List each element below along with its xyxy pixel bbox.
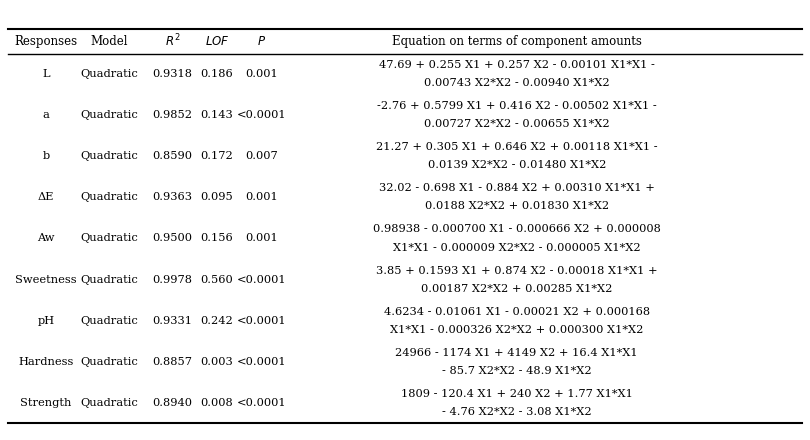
Text: ΔE: ΔE	[38, 192, 54, 202]
Text: X1*X1 - 0.000326 X2*X2 + 0.000300 X1*X2: X1*X1 - 0.000326 X2*X2 + 0.000300 X1*X2	[390, 325, 643, 335]
Text: <0.0001: <0.0001	[237, 275, 287, 285]
Text: 3.85 + 0.1593 X1 + 0.874 X2 - 0.00018 X1*X1 +: 3.85 + 0.1593 X1 + 0.874 X2 - 0.00018 X1…	[376, 265, 658, 275]
Text: <0.0001: <0.0001	[237, 315, 287, 326]
Text: 0.095: 0.095	[201, 192, 233, 202]
Text: Quadratic: Quadratic	[80, 234, 139, 243]
Text: 0.00187 X2*X2 + 0.00285 X1*X2: 0.00187 X2*X2 + 0.00285 X1*X2	[421, 284, 612, 293]
Text: 0.001: 0.001	[245, 234, 278, 243]
Text: 0.007: 0.007	[245, 151, 278, 161]
Text: <0.0001: <0.0001	[237, 357, 287, 367]
Text: 32.02 - 0.698 X1 - 0.884 X2 + 0.00310 X1*X1 +: 32.02 - 0.698 X1 - 0.884 X2 + 0.00310 X1…	[379, 183, 654, 193]
Text: 0.8940: 0.8940	[152, 398, 193, 408]
Text: b: b	[43, 151, 49, 161]
Text: 0.003: 0.003	[201, 357, 233, 367]
Text: <0.0001: <0.0001	[237, 110, 287, 120]
Text: 21.27 + 0.305 X1 + 0.646 X2 + 0.00118 X1*X1 -: 21.27 + 0.305 X1 + 0.646 X2 + 0.00118 X1…	[376, 142, 658, 152]
Text: 0.8857: 0.8857	[152, 357, 193, 367]
Text: 0.9978: 0.9978	[152, 275, 193, 285]
Text: Equation on terms of component amounts: Equation on terms of component amounts	[392, 35, 642, 48]
Text: 0.0188 X2*X2 + 0.01830 X1*X2: 0.0188 X2*X2 + 0.01830 X1*X2	[424, 202, 609, 212]
Text: 0.186: 0.186	[201, 69, 233, 79]
Text: Responses: Responses	[15, 35, 78, 48]
Text: pH: pH	[37, 315, 55, 326]
Text: 0.9318: 0.9318	[152, 69, 193, 79]
Text: 0.9331: 0.9331	[152, 315, 193, 326]
Text: Quadratic: Quadratic	[80, 192, 139, 202]
Text: Quadratic: Quadratic	[80, 151, 139, 161]
Text: -2.76 + 0.5799 X1 + 0.416 X2 - 0.00502 X1*X1 -: -2.76 + 0.5799 X1 + 0.416 X2 - 0.00502 X…	[377, 101, 657, 111]
Text: Quadratic: Quadratic	[80, 315, 139, 326]
Text: <0.0001: <0.0001	[237, 398, 287, 408]
Text: 0.8590: 0.8590	[152, 151, 193, 161]
Text: 0.9500: 0.9500	[152, 234, 193, 243]
Text: 0.9852: 0.9852	[152, 110, 193, 120]
Text: 0.560: 0.560	[201, 275, 233, 285]
Text: 0.156: 0.156	[201, 234, 233, 243]
Text: 0.98938 - 0.000700 X1 - 0.000666 X2 + 0.000008: 0.98938 - 0.000700 X1 - 0.000666 X2 + 0.…	[373, 224, 661, 235]
Text: 0.242: 0.242	[201, 315, 233, 326]
Text: X1*X1 - 0.000009 X2*X2 - 0.000005 X1*X2: X1*X1 - 0.000009 X2*X2 - 0.000005 X1*X2	[393, 242, 641, 253]
Text: $R^2$: $R^2$	[164, 33, 181, 49]
Text: Strength: Strength	[20, 398, 72, 408]
Text: 4.6234 - 0.01061 X1 - 0.00021 X2 + 0.000168: 4.6234 - 0.01061 X1 - 0.00021 X2 + 0.000…	[384, 307, 650, 316]
Text: Aw: Aw	[37, 234, 55, 243]
Text: a: a	[43, 110, 49, 120]
Text: 24966 - 1174 X1 + 4149 X2 + 16.4 X1*X1: 24966 - 1174 X1 + 4149 X2 + 16.4 X1*X1	[395, 348, 638, 358]
Text: Quadratic: Quadratic	[80, 275, 139, 285]
Text: 0.001: 0.001	[245, 192, 278, 202]
Text: Model: Model	[91, 35, 128, 48]
Text: 0.00727 X2*X2 - 0.00655 X1*X2: 0.00727 X2*X2 - 0.00655 X1*X2	[424, 119, 610, 129]
Text: Quadratic: Quadratic	[80, 357, 139, 367]
Text: $LOF$: $LOF$	[205, 35, 229, 48]
Text: 0.001: 0.001	[245, 69, 278, 79]
Text: 0.00743 X2*X2 - 0.00940 X1*X2: 0.00743 X2*X2 - 0.00940 X1*X2	[424, 78, 610, 88]
Text: 0.9363: 0.9363	[152, 192, 193, 202]
Text: L: L	[42, 69, 50, 79]
Text: Quadratic: Quadratic	[80, 398, 139, 408]
Text: Sweetness: Sweetness	[15, 275, 77, 285]
Text: $P$: $P$	[257, 35, 266, 48]
Text: 0.143: 0.143	[201, 110, 233, 120]
Text: Hardness: Hardness	[19, 357, 74, 367]
Text: Quadratic: Quadratic	[80, 110, 139, 120]
Text: 0.172: 0.172	[201, 151, 233, 161]
Text: 0.0139 X2*X2 - 0.01480 X1*X2: 0.0139 X2*X2 - 0.01480 X1*X2	[428, 161, 606, 170]
Text: 0.008: 0.008	[201, 398, 233, 408]
Text: 47.69 + 0.255 X1 + 0.257 X2 - 0.00101 X1*X1 -: 47.69 + 0.255 X1 + 0.257 X2 - 0.00101 X1…	[379, 60, 654, 70]
Text: - 4.76 X2*X2 - 3.08 X1*X2: - 4.76 X2*X2 - 3.08 X1*X2	[442, 407, 591, 417]
Text: - 85.7 X2*X2 - 48.9 X1*X2: - 85.7 X2*X2 - 48.9 X1*X2	[442, 366, 591, 376]
Text: 1809 - 120.4 X1 + 240 X2 + 1.77 X1*X1: 1809 - 120.4 X1 + 240 X2 + 1.77 X1*X1	[401, 389, 633, 399]
Text: Quadratic: Quadratic	[80, 69, 139, 79]
